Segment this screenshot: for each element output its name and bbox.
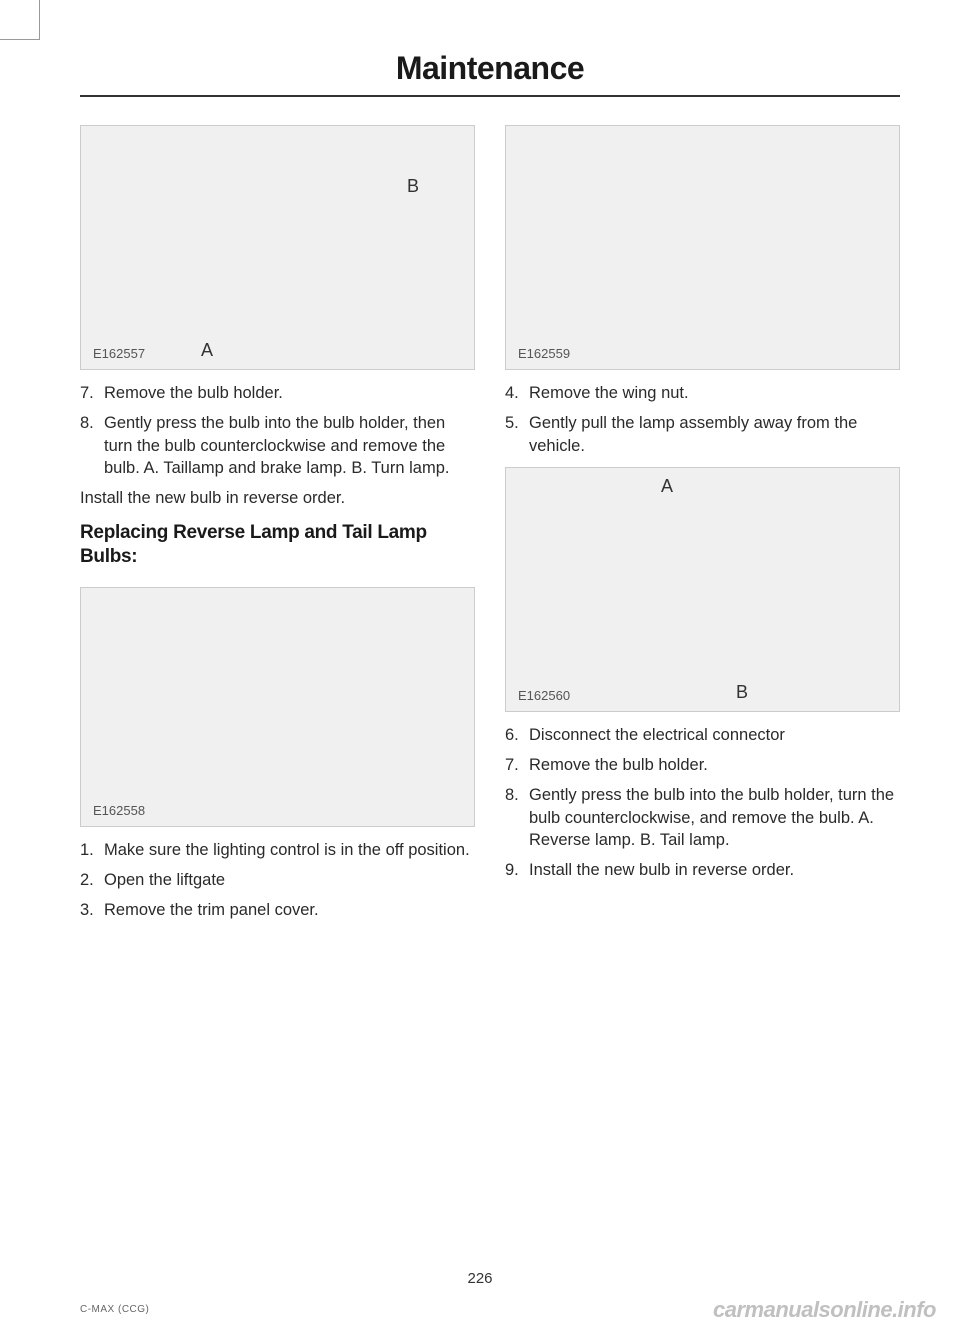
figure-label-a: A — [661, 476, 673, 497]
figure-wing-nut: E162559 — [505, 125, 900, 370]
figure-trim-panel: E162558 — [80, 587, 475, 827]
step-number: 7. — [505, 754, 529, 776]
step-number: 4. — [505, 382, 529, 404]
footer-right: carmanualsonline.info — [713, 1297, 936, 1323]
figure-label-b: B — [407, 176, 419, 197]
footer-left: C-MAX (CCG) — [80, 1304, 149, 1315]
steps-list-2: 1. Make sure the lighting control is in … — [80, 839, 475, 922]
figure-label-b: B — [736, 682, 748, 703]
columns: E162557 A B 7. Remove the bulb holder. 8… — [80, 125, 900, 930]
page-number: 226 — [0, 1270, 960, 1287]
step-text: Gently pull the lamp assembly away from … — [529, 412, 900, 457]
step-text: Remove the wing nut. — [529, 382, 689, 404]
step-number: 2. — [80, 869, 104, 891]
step-number: 8. — [505, 784, 529, 851]
figure-tail-lamp-bulb: E162557 A B — [80, 125, 475, 370]
left-column: E162557 A B 7. Remove the bulb holder. 8… — [80, 125, 475, 930]
figure-id: E162559 — [518, 346, 570, 361]
step-item: 4. Remove the wing nut. — [505, 382, 900, 404]
body-text: Install the new bulb in reverse order. — [80, 487, 475, 509]
step-text: Remove the bulb holder. — [529, 754, 708, 776]
figure-id: E162560 — [518, 688, 570, 703]
step-number: 8. — [80, 412, 104, 479]
step-item: 6. Disconnect the electrical connector — [505, 724, 900, 746]
step-text: Open the liftgate — [104, 869, 225, 891]
step-number: 5. — [505, 412, 529, 457]
step-item: 2. Open the liftgate — [80, 869, 475, 891]
step-number: 7. — [80, 382, 104, 404]
step-item: 8. Gently press the bulb into the bulb h… — [505, 784, 900, 851]
right-column: E162559 4. Remove the wing nut. 5. Gentl… — [505, 125, 900, 930]
step-number: 3. — [80, 899, 104, 921]
step-number: 1. — [80, 839, 104, 861]
page-title: Maintenance — [80, 50, 900, 87]
step-text: Remove the bulb holder. — [104, 382, 283, 404]
step-text: Install the new bulb in reverse order. — [529, 859, 794, 881]
step-text: Make sure the lighting control is in the… — [104, 839, 470, 861]
step-text: Disconnect the electrical connector — [529, 724, 785, 746]
step-item: 3. Remove the trim panel cover. — [80, 899, 475, 921]
step-text: Remove the trim panel cover. — [104, 899, 319, 921]
step-item: 7. Remove the bulb holder. — [80, 382, 475, 404]
figure-reverse-lamp: E162560 A B — [505, 467, 900, 712]
steps-list-4: 6. Disconnect the electrical connector 7… — [505, 724, 900, 882]
figure-id: E162558 — [93, 803, 145, 818]
step-item: 5. Gently pull the lamp assembly away fr… — [505, 412, 900, 457]
step-item: 7. Remove the bulb holder. — [505, 754, 900, 776]
figure-label-a: A — [201, 340, 213, 361]
steps-list-3: 4. Remove the wing nut. 5. Gently pull t… — [505, 382, 900, 457]
step-text: Gently press the bulb into the bulb hold… — [104, 412, 475, 479]
step-item: 1. Make sure the lighting control is in … — [80, 839, 475, 861]
page-container: Maintenance E162557 A B 7. Remove the bu… — [0, 0, 960, 1337]
title-rule — [80, 95, 900, 97]
step-item: 8. Gently press the bulb into the bulb h… — [80, 412, 475, 479]
figure-id: E162557 — [93, 346, 145, 361]
step-text: Gently press the bulb into the bulb hold… — [529, 784, 900, 851]
subheading: Replacing Reverse Lamp and Tail Lamp Bul… — [80, 521, 475, 569]
step-number: 6. — [505, 724, 529, 746]
steps-list-1: 7. Remove the bulb holder. 8. Gently pre… — [80, 382, 475, 479]
step-number: 9. — [505, 859, 529, 881]
step-item: 9. Install the new bulb in reverse order… — [505, 859, 900, 881]
